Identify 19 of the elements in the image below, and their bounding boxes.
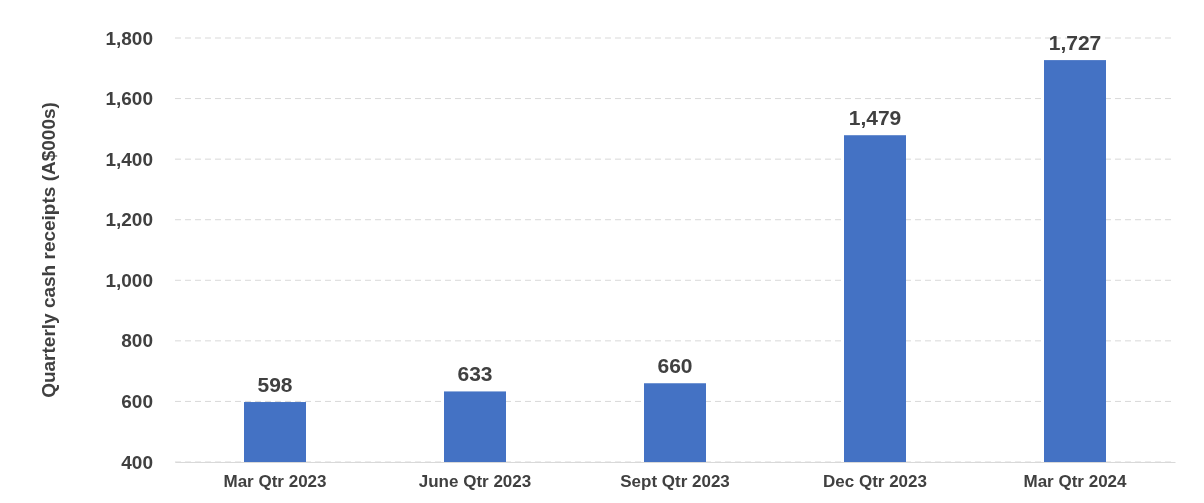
x-tick-label: June Qtr 2023 [418, 472, 532, 492]
y-tick-label: 1,200 [105, 209, 153, 231]
data-label: 633 [457, 362, 493, 386]
y-tick-label: 600 [121, 391, 153, 413]
x-tick-label: Dec Qtr 2023 [823, 472, 927, 492]
data-label: 1,727 [1048, 31, 1102, 55]
y-axis-title: Quarterly cash receipts (A$000s) [38, 102, 59, 398]
x-tick-label: Mar Qtr 2023 [223, 472, 327, 492]
x-tick-label: Mar Qtr 2024 [1023, 472, 1128, 492]
y-tick-label: 800 [121, 330, 153, 352]
y-tick-label: 1,400 [105, 148, 153, 170]
x-tick-label: Sept Qtr 2023 [620, 472, 730, 492]
y-tick-label: 400 [121, 451, 153, 473]
data-label: 1,479 [848, 106, 902, 130]
data-label: 598 [257, 373, 293, 397]
data-label: 660 [657, 354, 693, 378]
y-tick-label: 1,800 [105, 27, 153, 49]
y-tick-label: 1,600 [105, 88, 153, 110]
y-tick-label: 1,000 [105, 269, 153, 291]
